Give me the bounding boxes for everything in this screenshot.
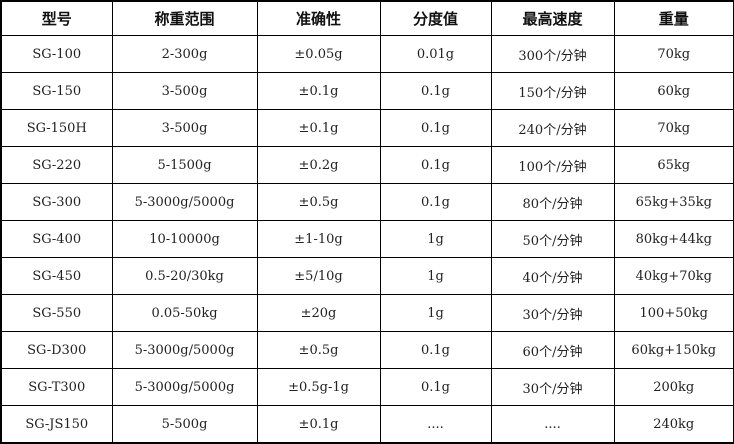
cell-division: 1g: [379, 294, 492, 332]
cell-division: 1g: [379, 220, 492, 258]
cell-weighing-range: 3-500g: [111, 72, 258, 110]
cell-accuracy: ±0.1g: [256, 405, 381, 444]
cell-weight: 70kg: [613, 35, 734, 73]
cell-accuracy: ±0.2g: [256, 146, 381, 184]
cell-division: ....: [379, 405, 492, 444]
cell-weighing-range: 3-500g: [111, 109, 258, 147]
cell-max-speed: 40个/分钟: [490, 257, 615, 295]
cell-weight: 240kg: [613, 405, 734, 444]
cell-accuracy: ±0.5g: [256, 183, 381, 221]
cell-model: SG-220: [0, 146, 113, 184]
cell-model: SG-450: [0, 257, 113, 295]
cell-accuracy: ±0.5g: [256, 331, 381, 369]
cell-max-speed: 60个/分钟: [490, 331, 615, 369]
cell-weighing-range: 5-500g: [111, 405, 258, 444]
cell-weight: 65kg: [613, 146, 734, 184]
cell-weighing-range: 5-3000g/5000g: [111, 331, 258, 369]
cell-weighing-range: 5-3000g/5000g: [111, 183, 258, 221]
cell-max-speed: 300个/分钟: [490, 35, 615, 73]
cell-max-speed: 30个/分钟: [490, 368, 615, 406]
cell-accuracy: ±0.1g: [256, 109, 381, 147]
cell-accuracy: ±20g: [256, 294, 381, 332]
cell-weight: 60kg: [613, 72, 734, 110]
cell-model: SG-150: [0, 72, 113, 110]
table-body: SG-100 2-300g ±0.05g 0.01g 300个/分钟 70kg SG-150…: [0, 35, 734, 444]
cell-division: 1g: [379, 257, 492, 295]
cell-weight: 100+50kg: [613, 294, 734, 332]
cell-accuracy: ±0.5g-1g: [256, 368, 381, 406]
header-max-speed: 最高速度: [490, 0, 615, 36]
cell-model: SG-400: [0, 220, 113, 258]
cell-weighing-range: 2-300g: [111, 35, 258, 73]
cell-max-speed: 30个/分钟: [490, 294, 615, 332]
cell-max-speed: 100个/分钟: [490, 146, 615, 184]
table-row: SG-100 2-300g ±0.05g 0.01g 300个/分钟 70kg: [0, 35, 734, 73]
cell-weight: 80kg+44kg: [613, 220, 734, 258]
table-row: SG-T300 5-3000g/5000g ±0.5g-1g 0.1g 30个/分钟 20…: [0, 368, 734, 406]
table-row: SG-450 0.5-20/30kg ±5/10g 1g 40个/分钟 40kg+70kg: [0, 257, 734, 295]
table-row: SG-150 3-500g ±0.1g 0.1g 150个/分钟 60kg: [0, 72, 734, 110]
cell-model: SG-D300: [0, 331, 113, 369]
cell-weighing-range: 10-10000g: [111, 220, 258, 258]
cell-division: 0.1g: [379, 72, 492, 110]
cell-weighing-range: 5-3000g/5000g: [111, 368, 258, 406]
header-model: 型号: [0, 0, 113, 36]
header-accuracy: 准确性: [256, 0, 381, 36]
table-row: SG-D300 5-3000g/5000g ±0.5g 0.1g 60个/分钟 60kg+…: [0, 331, 734, 369]
cell-division: 0.1g: [379, 146, 492, 184]
header-weight: 重量: [613, 0, 734, 36]
cell-accuracy: ±0.1g: [256, 72, 381, 110]
header-row: 型号 称重范围 准确性 分度值 最高速度 重量: [0, 0, 734, 36]
cell-weight: 60kg+150kg: [613, 331, 734, 369]
header-division: 分度值: [379, 0, 492, 36]
cell-model: SG-150H: [0, 109, 113, 147]
header-weighing-range: 称重范围: [111, 0, 258, 36]
cell-weighing-range: 0.05-50kg: [111, 294, 258, 332]
table-row: SG-400 10-10000g ±1-10g 1g 50个/分钟 80kg+44kg: [0, 220, 734, 258]
cell-max-speed: 240个/分钟: [490, 109, 615, 147]
table-row: SG-150H 3-500g ±0.1g 0.1g 240个/分钟 70kg: [0, 109, 734, 147]
table-row: SG-550 0.05-50kg ±20g 1g 30个/分钟 100+50kg: [0, 294, 734, 332]
cell-accuracy: ±1-10g: [256, 220, 381, 258]
cell-model: SG-JS150: [0, 405, 113, 444]
cell-accuracy: ±5/10g: [256, 257, 381, 295]
table-row: SG-JS150 5-500g ±0.1g........ 240kg: [0, 405, 734, 444]
cell-division: 0.1g: [379, 368, 492, 406]
cell-division: 0.01g: [379, 35, 492, 73]
cell-weighing-range: 5-1500g: [111, 146, 258, 184]
cell-weighing-range: 0.5-20/30kg: [111, 257, 258, 295]
cell-max-speed: 150个/分钟: [490, 72, 615, 110]
cell-division: 0.1g: [379, 183, 492, 221]
cell-weight: 65kg+35kg: [613, 183, 734, 221]
table-row: SG-220 5-1500g ±0.2g 0.1g 100个/分钟 65kg: [0, 146, 734, 184]
cell-model: SG-T300: [0, 368, 113, 406]
cell-model: SG-550: [0, 294, 113, 332]
cell-model: SG-300: [0, 183, 113, 221]
cell-division: 0.1g: [379, 331, 492, 369]
cell-weight: 200kg: [613, 368, 734, 406]
cell-model: SG-100: [0, 35, 113, 73]
cell-division: 0.1g: [379, 109, 492, 147]
cell-weight: 70kg: [613, 109, 734, 147]
cell-max-speed: 80个/分钟: [490, 183, 615, 221]
table-row: SG-300 5-3000g/5000g ±0.5g 0.1g 80个/分钟 65kg+3…: [0, 183, 734, 221]
cell-accuracy: ±0.05g: [256, 35, 381, 73]
cell-weight: 40kg+70kg: [613, 257, 734, 295]
cell-max-speed: ....: [490, 405, 615, 444]
cell-max-speed: 50个/分钟: [490, 220, 615, 258]
